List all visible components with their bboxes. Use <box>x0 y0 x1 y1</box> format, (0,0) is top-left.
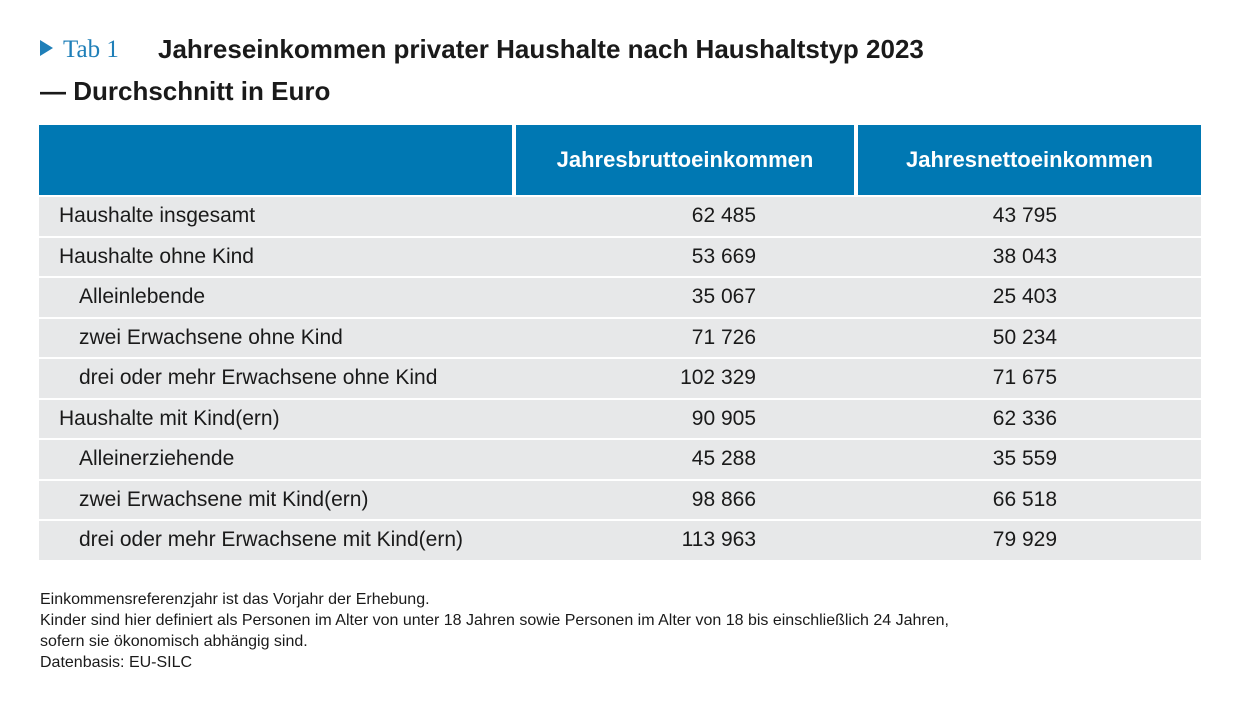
net-income-value: 38 043 <box>992 244 1057 268</box>
gross-income-value: 62 485 <box>691 204 756 228</box>
income-table: Jahresbruttoeinkommen Jahresnettoeinkomm… <box>39 125 1201 560</box>
net-income-value: 25 403 <box>992 285 1057 309</box>
header-gross-income: Jahresbruttoeinkommen <box>516 125 854 195</box>
row-label: Haushalte insgesamt <box>59 204 256 228</box>
table-row: drei oder mehr Erwachsene mit Kind(ern) 1… <box>39 521 1201 560</box>
row-label: drei oder mehr Erwachsene ohne Kind <box>79 366 438 390</box>
footnote-source: Datenbasis: EU-SILC <box>40 654 193 671</box>
table-row: Alleinlebende 35 067 25 403 <box>39 278 1201 317</box>
net-income-value: 43 795 <box>992 204 1057 228</box>
table-row: zwei Erwachsene mit Kind(ern) 98 866 66 51… <box>39 480 1201 519</box>
table-row: Haushalte mit Kind(ern) 90 905 62 336 <box>39 399 1201 438</box>
gross-income-value: 113 963 <box>681 528 756 552</box>
gross-income-value: 90 905 <box>691 406 756 430</box>
net-income-value: 79 929 <box>992 528 1057 552</box>
table-row: zwei Erwachsene ohne Kind 71 726 50 234 <box>39 318 1201 357</box>
net-income-value: 62 336 <box>992 406 1057 430</box>
footnote: sofern sie ökonomisch abhängig sind. <box>40 633 308 650</box>
table-header: Jahresbruttoeinkommen Jahresnettoeinkomm… <box>39 125 1201 195</box>
gross-income-value: 102 329 <box>680 366 756 390</box>
title-line-2: — Durchschnitt in Euro <box>40 76 331 106</box>
header-label-cell <box>39 125 512 195</box>
net-income-value: 71 675 <box>992 366 1057 390</box>
row-label: zwei Erwachsene ohne Kind <box>79 325 343 349</box>
table-row: drei oder mehr Erwachsene ohne Kind 102 3… <box>39 359 1201 398</box>
gross-income-value: 71 726 <box>691 325 756 349</box>
table-body: Haushalte insgesamt 62 485 43 795 Haushalte… <box>39 197 1201 560</box>
gross-income-value: 45 288 <box>691 447 756 471</box>
tab-marker: Tab 1 <box>40 36 158 64</box>
row-label: Alleinerziehende <box>79 447 235 471</box>
title-line-1: Jahreseinkommen privater Haushalte nach … <box>158 34 924 64</box>
header-net-income: Jahresnettoeinkommen <box>858 125 1201 195</box>
play-triangle-icon <box>40 40 53 56</box>
row-label: zwei Erwachsene mit Kind(ern) <box>79 487 369 511</box>
gross-income-value: 53 669 <box>691 244 756 268</box>
gross-income-value: 35 067 <box>691 285 756 309</box>
table-row: Haushalte ohne Kind 53 669 38 043 <box>39 237 1201 276</box>
net-income-value: 66 518 <box>992 487 1057 511</box>
row-label: Alleinlebende <box>79 285 206 309</box>
row-label: drei oder mehr Erwachsene mit Kind(ern) <box>79 528 463 552</box>
net-income-value: 35 559 <box>992 447 1057 471</box>
footnotes: Einkommensreferenzjahr ist das Vorjahr d… <box>40 589 1210 673</box>
footnote: Einkommensreferenzjahr ist das Vorjahr d… <box>40 591 430 608</box>
row-label: Haushalte mit Kind(ern) <box>59 406 280 430</box>
gross-income-value: 98 866 <box>691 487 756 511</box>
tab-label: Tab 1 <box>63 36 119 63</box>
table-title: Tab 1 Jahreseinkommen privater Haushalte… <box>40 34 1220 107</box>
table-row: Alleinerziehende 45 288 35 559 <box>39 440 1201 479</box>
footnote: Kinder sind hier definiert als Personen … <box>40 612 949 629</box>
net-income-value: 50 234 <box>992 325 1057 349</box>
table-row: Haushalte insgesamt 62 485 43 795 <box>39 197 1201 236</box>
row-label: Haushalte ohne Kind <box>59 244 254 268</box>
